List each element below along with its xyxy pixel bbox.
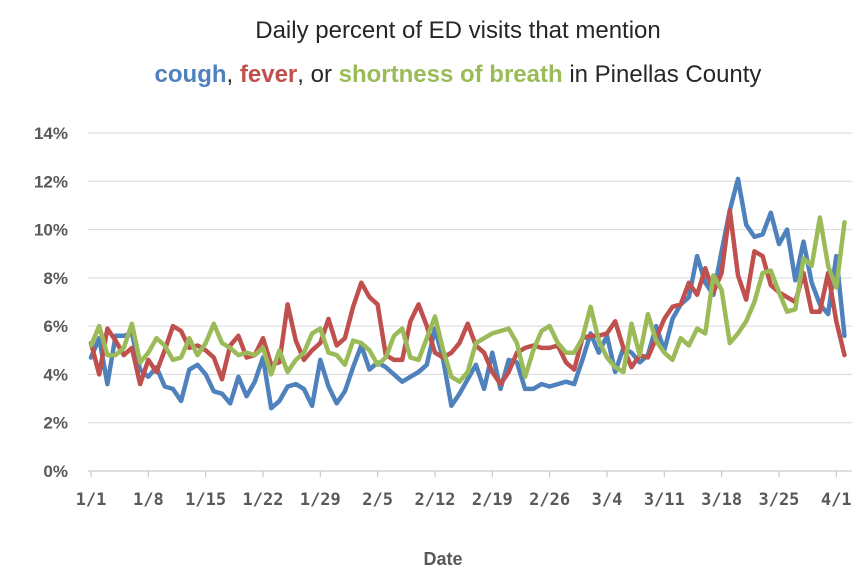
- x-tick-label: 1/1: [76, 490, 107, 510]
- x-tick-label: 1/29: [300, 490, 341, 510]
- title-part: fever: [240, 61, 297, 88]
- y-tick-label: 6%: [43, 317, 68, 336]
- y-tick-label: 8%: [43, 269, 68, 288]
- chart-title: Daily percent of ED visits that mention: [255, 17, 661, 44]
- series-line: [88, 215, 847, 384]
- x-tick-label: 3/11: [644, 490, 685, 510]
- y-tick-label: 14%: [34, 124, 68, 143]
- x-tick-label: 2/5: [362, 490, 393, 510]
- y-tick-label: 0%: [43, 462, 68, 481]
- title-part: ,: [227, 61, 240, 88]
- x-tick-label: 2/26: [529, 490, 570, 510]
- x-tick-label: 3/4: [592, 490, 623, 510]
- x-tick-label: 2/19: [472, 490, 513, 510]
- x-tick-label: 1/15: [185, 490, 226, 510]
- y-tick-label: 2%: [43, 414, 68, 433]
- chart-title-line: cough, fever, or shortness of breath in …: [155, 61, 762, 88]
- x-tick-label: 4/1: [821, 490, 852, 510]
- series-line: [88, 208, 847, 387]
- title-part: , or: [297, 61, 338, 88]
- x-tick-label: 1/22: [243, 490, 284, 510]
- x-axis-title: Date: [423, 549, 462, 569]
- y-tick-label: 12%: [34, 172, 68, 191]
- y-tick-label: 10%: [34, 221, 68, 240]
- y-tick-label: 4%: [43, 365, 68, 384]
- title-part: cough: [155, 61, 227, 88]
- title-part: shortness of breath: [339, 61, 563, 88]
- title-part: in Pinellas County: [563, 61, 762, 88]
- x-tick-label: 2/12: [415, 490, 456, 510]
- x-tick-label: 3/18: [701, 490, 742, 510]
- x-tick-label: 3/25: [758, 490, 799, 510]
- x-tick-label: 1/8: [133, 490, 164, 510]
- series-line: [88, 176, 847, 411]
